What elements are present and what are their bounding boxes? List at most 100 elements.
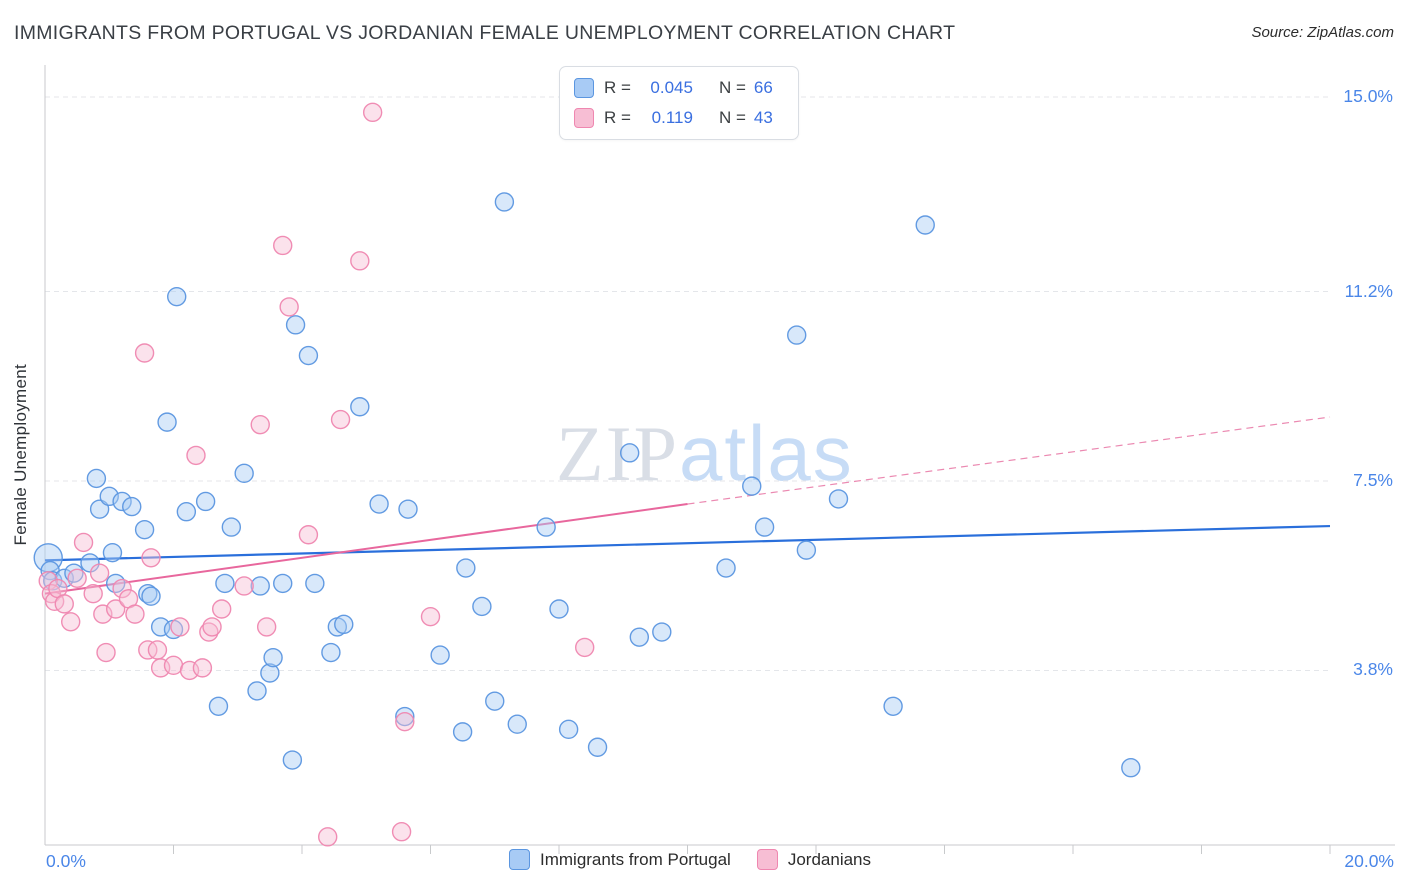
jordanian-data-point[interactable]: [256, 617, 277, 637]
portugal-data-point[interactable]: [828, 489, 849, 509]
jordanian-data-point[interactable]: [279, 297, 299, 317]
portugal-data-point[interactable]: [369, 494, 389, 514]
portugal-data-point[interactable]: [86, 468, 107, 489]
portugal-data-point[interactable]: [112, 491, 132, 512]
jordanian-data-point[interactable]: [134, 343, 155, 363]
jordanian-data-point[interactable]: [420, 606, 441, 627]
jordanian-data-point[interactable]: [60, 612, 81, 632]
jordanian-data-point[interactable]: [350, 251, 370, 271]
portugal-data-point[interactable]: [883, 696, 903, 716]
portugal-data-point[interactable]: [105, 573, 126, 594]
portugal-data-point[interactable]: [221, 517, 242, 537]
portugal-data-point[interactable]: [102, 542, 123, 563]
jordanian-data-point[interactable]: [250, 414, 270, 435]
jordanian-data-point[interactable]: [199, 622, 219, 642]
portugal-data-point[interactable]: [215, 573, 235, 594]
portugal-data-point[interactable]: [250, 576, 270, 596]
r-value: 0.045: [650, 78, 693, 97]
legend-swatch-jordanians: [756, 849, 778, 870]
jordanian-data-point[interactable]: [112, 578, 132, 599]
jordanian-data-point[interactable]: [211, 599, 232, 619]
portugal-data-point[interactable]: [80, 553, 100, 573]
jordanian-data-point[interactable]: [318, 827, 338, 847]
portugal-data-point[interactable]: [558, 719, 579, 740]
portugal-data-point[interactable]: [176, 502, 197, 522]
jordanian-data-point[interactable]: [273, 235, 293, 256]
jordanian-data-point[interactable]: [163, 655, 184, 676]
portugal-data-point[interactable]: [167, 286, 187, 307]
portugal-data-point[interactable]: [157, 412, 177, 432]
portugal-data-point[interactable]: [430, 645, 450, 665]
portugal-data-point[interactable]: [494, 192, 515, 212]
portugal-data-point[interactable]: [285, 315, 306, 335]
portugal-data-point[interactable]: [629, 627, 650, 647]
portugal-data-point[interactable]: [321, 642, 341, 663]
portugal-data-point[interactable]: [796, 540, 817, 560]
portugal-data-point[interactable]: [305, 573, 325, 594]
portugal-data-point[interactable]: [619, 443, 640, 463]
portugal-data-point[interactable]: [350, 397, 370, 417]
jordanian-data-point[interactable]: [67, 568, 87, 588]
portugal-data-point[interactable]: [334, 614, 354, 635]
portugal-data-point[interactable]: [587, 737, 608, 757]
jordanian-data-point[interactable]: [96, 642, 116, 663]
portugal-data-point[interactable]: [64, 563, 84, 583]
portugal-data-point[interactable]: [536, 517, 556, 537]
portugal-data-point[interactable]: [141, 586, 161, 606]
portugal-data-point[interactable]: [716, 558, 736, 578]
y-axis-tick-label: 15.0%: [1343, 86, 1393, 106]
portugal-data-point[interactable]: [282, 750, 303, 770]
jordanian-data-point[interactable]: [362, 102, 383, 123]
portugal-data-point[interactable]: [398, 499, 418, 519]
chart-legend: Immigrants from Portugal Jordanians: [508, 849, 897, 870]
portugal-data-point[interactable]: [208, 696, 229, 716]
portugal-data-point[interactable]: [298, 345, 319, 366]
portugal-data-point[interactable]: [195, 491, 216, 512]
portugal-data-point[interactable]: [652, 622, 672, 642]
jordanian-data-point[interactable]: [89, 563, 110, 583]
jordanian-data-point[interactable]: [83, 583, 103, 604]
jordanian-data-point[interactable]: [73, 532, 94, 553]
portugal-data-point[interactable]: [549, 599, 569, 619]
portugal-data-point[interactable]: [122, 496, 142, 517]
portugal-data-point[interactable]: [742, 476, 762, 496]
portugal-data-point[interactable]: [89, 499, 110, 519]
jordanian-data-point[interactable]: [125, 604, 145, 624]
portugal-data-point[interactable]: [138, 583, 158, 604]
jordanian-data-point[interactable]: [298, 525, 319, 545]
portugal-data-point[interactable]: [472, 596, 492, 617]
portugal-data-point[interactable]: [260, 663, 280, 683]
portugal-data-point[interactable]: [452, 722, 473, 742]
jordanian-data-point[interactable]: [192, 658, 213, 678]
portugal-trend-line: [44, 524, 1331, 562]
jordanian-data-point[interactable]: [54, 594, 74, 614]
portugal-data-point[interactable]: [395, 706, 415, 727]
jordanian-data-point[interactable]: [186, 445, 206, 466]
watermark: ZIPatlas: [556, 408, 854, 499]
blue-series-swatch: [574, 78, 594, 98]
jordanian-data-point[interactable]: [575, 637, 595, 658]
jordanian-data-point[interactable]: [202, 617, 222, 637]
portugal-data-point[interactable]: [754, 517, 775, 537]
portugal-data-point[interactable]: [134, 519, 155, 540]
portugal-data-point[interactable]: [234, 463, 254, 484]
jordanian-data-point[interactable]: [330, 409, 351, 430]
portugal-data-point[interactable]: [247, 681, 267, 701]
jordanian-data-point[interactable]: [105, 599, 126, 619]
portugal-data-point[interactable]: [456, 558, 476, 578]
portugal-data-point[interactable]: [507, 714, 527, 734]
jordanian-data-point[interactable]: [141, 548, 161, 568]
portugal-data-point[interactable]: [263, 647, 283, 668]
portugal-data-point[interactable]: [273, 573, 293, 594]
portugal-data-point[interactable]: [1121, 758, 1141, 778]
jordanian-data-point[interactable]: [391, 822, 412, 842]
stats-row-portugal: R = 0.045 N = 66: [574, 76, 782, 100]
jordanian-data-point[interactable]: [170, 617, 190, 637]
jordanian-data-point[interactable]: [147, 640, 168, 660]
jordanian-data-point[interactable]: [395, 711, 415, 732]
jordanian-data-point[interactable]: [234, 576, 254, 596]
portugal-data-point[interactable]: [787, 325, 807, 345]
r-label: R =: [604, 78, 631, 97]
portugal-data-point[interactable]: [915, 215, 935, 235]
portugal-data-point[interactable]: [485, 691, 505, 711]
